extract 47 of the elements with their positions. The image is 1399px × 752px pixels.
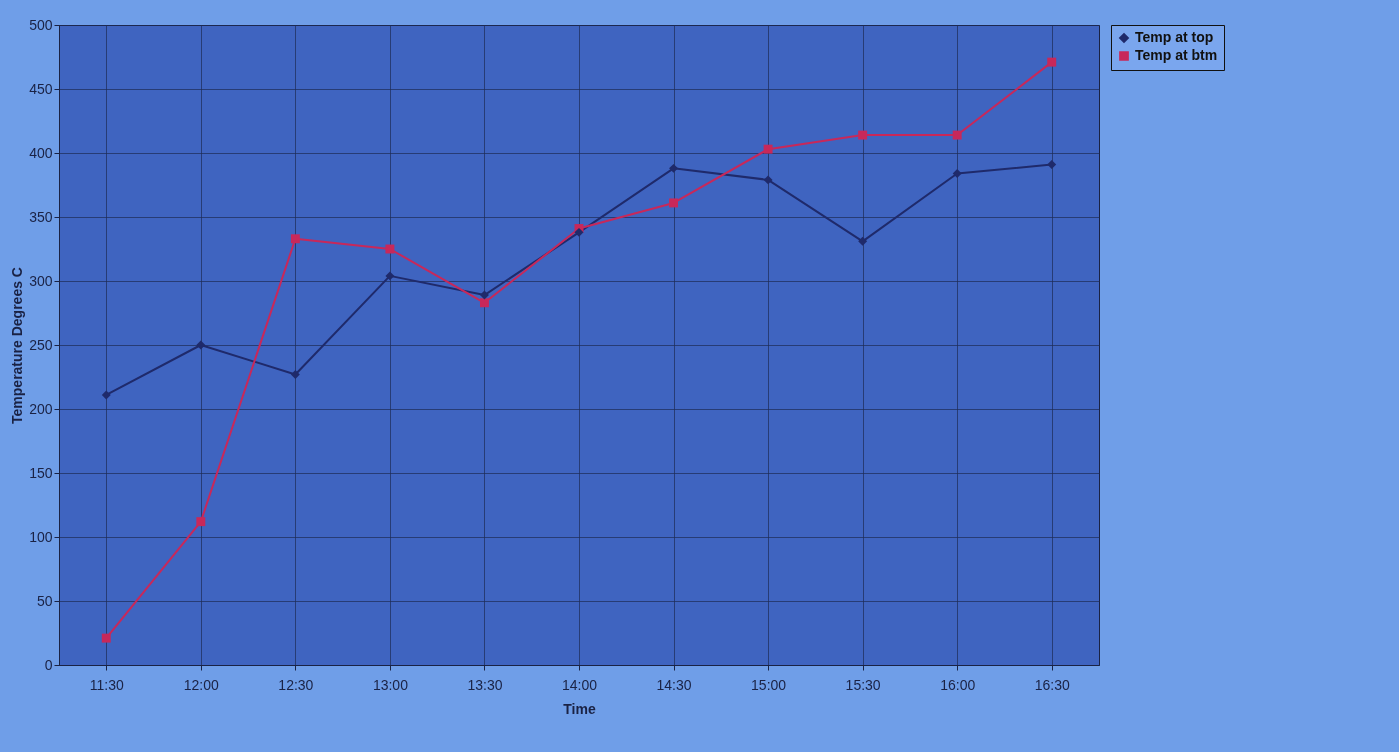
x-tick-label: 15:00 bbox=[751, 676, 787, 693]
y-tick-label: 500 bbox=[29, 16, 53, 33]
x-tick-label: 13:00 bbox=[372, 676, 409, 693]
point bbox=[763, 144, 773, 154]
point bbox=[952, 169, 962, 178]
y-tick-label: 250 bbox=[29, 336, 53, 353]
y-axis-title: Temperature Degrees C bbox=[9, 267, 26, 424]
y-tick-label: 50 bbox=[36, 592, 53, 609]
point bbox=[479, 298, 489, 308]
point bbox=[101, 633, 111, 643]
point bbox=[290, 234, 300, 244]
point bbox=[1047, 160, 1057, 169]
legend-label: Temp at top bbox=[1135, 29, 1214, 45]
point bbox=[385, 271, 395, 281]
point bbox=[669, 163, 679, 173]
x-tick-label: 12:30 bbox=[278, 676, 314, 693]
point bbox=[101, 390, 111, 400]
point bbox=[385, 244, 395, 254]
y-tick-label: 400 bbox=[29, 144, 53, 161]
y-tick-label: 0 bbox=[44, 656, 53, 673]
x-tick-label: 11:30 bbox=[89, 676, 124, 693]
point bbox=[196, 340, 206, 350]
point bbox=[669, 198, 679, 208]
x-tick-label: 14:30 bbox=[656, 676, 692, 693]
y-tick-label: 100 bbox=[29, 528, 53, 545]
x-tick-label: 13:30 bbox=[467, 676, 503, 693]
x-tick-label: 14:00 bbox=[561, 676, 598, 693]
y-tick-label: 300 bbox=[29, 272, 53, 289]
point bbox=[574, 227, 584, 237]
x-tick-label: 15:30 bbox=[845, 676, 881, 693]
x-axis-title: Time bbox=[563, 700, 596, 717]
point bbox=[952, 130, 962, 140]
y-tick-label: 150 bbox=[29, 464, 53, 481]
point bbox=[290, 369, 300, 379]
y-tick-label: 200 bbox=[29, 400, 53, 417]
point bbox=[858, 236, 868, 246]
y-tick-label: 450 bbox=[29, 80, 53, 97]
y-tick-label: 350 bbox=[29, 208, 53, 225]
point bbox=[763, 175, 773, 185]
x-tick-label: 16:30 bbox=[1034, 676, 1070, 693]
x-tick-label: 12:00 bbox=[183, 676, 220, 693]
point bbox=[858, 130, 868, 140]
point bbox=[196, 517, 206, 527]
x-tick-label: 16:00 bbox=[940, 676, 976, 693]
point bbox=[479, 290, 489, 300]
legend-label: Temp at btm bbox=[1135, 47, 1218, 63]
point bbox=[1047, 57, 1057, 67]
